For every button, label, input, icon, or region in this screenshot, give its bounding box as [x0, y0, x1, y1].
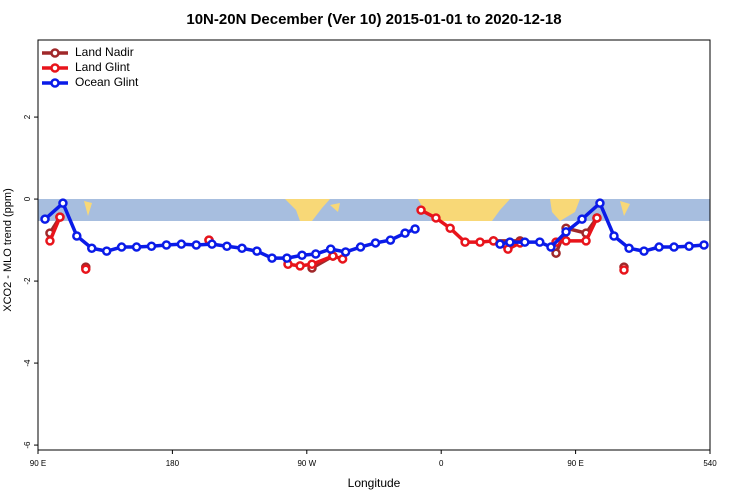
series-point [684, 241, 694, 251]
series-point [311, 249, 321, 259]
series-point [282, 253, 292, 263]
series-point [267, 253, 277, 263]
series-point [385, 235, 396, 245]
series-point [561, 227, 571, 237]
legend-marker [50, 78, 60, 88]
series-point [355, 242, 366, 252]
y-tick-label: -2 [23, 277, 32, 285]
series-point [495, 239, 505, 249]
legend-marker [50, 48, 60, 58]
series-point [370, 238, 381, 248]
series-point [546, 242, 556, 252]
series-point [505, 237, 515, 247]
series-point [297, 250, 307, 260]
x-tick-label: 0 [439, 459, 444, 468]
series-point [431, 213, 441, 223]
series-point [340, 247, 351, 257]
series-point [176, 239, 187, 249]
legend-label: Land Glint [75, 60, 130, 74]
series-point [699, 240, 709, 250]
x-tick-label: 90 E [567, 459, 583, 468]
y-tick-label: -4 [23, 359, 32, 367]
x-tick-label: 90 W [297, 459, 316, 468]
series-point [416, 205, 426, 215]
series-point [116, 242, 127, 252]
series-point [55, 212, 65, 222]
y-axis-label: XCO2 - MLO trend (ppm) [2, 188, 14, 311]
series-point [581, 236, 591, 246]
series-point [577, 214, 587, 224]
series-point [654, 242, 664, 252]
legend-label: Ocean Glint [75, 75, 139, 89]
x-tick-label: 180 [166, 459, 180, 468]
x-tick-label: 540 [703, 459, 717, 468]
series-point [410, 224, 420, 234]
series-point [81, 264, 91, 274]
series-point [237, 243, 247, 254]
x-tick-label: 90 E [30, 459, 46, 468]
series-point [669, 242, 679, 252]
series-point [619, 265, 629, 275]
series-point [58, 198, 68, 208]
series-point [460, 237, 470, 247]
series-point [400, 228, 410, 238]
series-point [445, 223, 455, 233]
series-point [161, 240, 172, 250]
map-strip [38, 199, 710, 221]
series-point [535, 237, 545, 247]
series-point [45, 236, 55, 246]
series-point [609, 231, 619, 241]
series-point [325, 244, 336, 254]
series-point [307, 259, 317, 270]
y-tick-label: 0 [23, 196, 32, 201]
series-point [595, 198, 605, 208]
series-point [72, 231, 82, 241]
legend-marker [50, 63, 60, 73]
series-point [639, 246, 649, 256]
y-tick-label: 2 [23, 114, 32, 119]
series-point [191, 240, 202, 250]
chart-title: 10N-20N December (Ver 10) 2015-01-01 to … [186, 11, 561, 28]
x-axis-label: Longitude [348, 476, 401, 490]
y-tick-label: -6 [23, 441, 32, 449]
series-point [40, 214, 50, 224]
series-point [222, 241, 232, 251]
series-point [146, 241, 157, 251]
legend-label: Land Nadir [75, 45, 134, 59]
series-point [87, 243, 97, 254]
series-point [520, 237, 530, 247]
series-point [551, 248, 561, 258]
series-line [555, 217, 599, 244]
series-point [101, 246, 112, 256]
series-point [252, 246, 262, 256]
series-point [295, 261, 305, 271]
series-point [592, 213, 602, 223]
series-point [131, 242, 142, 252]
plot-frame [37, 39, 711, 451]
series-point [475, 237, 485, 247]
series-point [561, 236, 571, 246]
series-point [207, 239, 217, 249]
series-point [624, 243, 634, 254]
